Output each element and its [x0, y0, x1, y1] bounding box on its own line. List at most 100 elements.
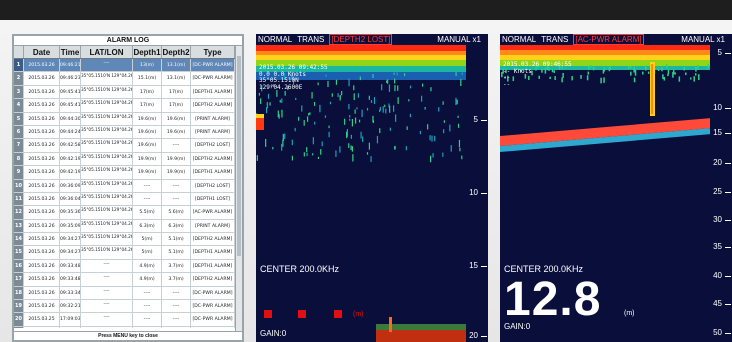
noise-speck — [261, 85, 263, 92]
noise-speck — [684, 72, 687, 76]
table-row[interactable]: 10 2015.03.26 09:36:09 35°05.1510'N 129°04.… — [14, 179, 242, 193]
noise-speck — [317, 82, 319, 86]
table-row[interactable]: 18 2015.03.26 09:33:34 ---- ---- ---- [DC-PWR … — [14, 286, 242, 301]
row-number: 15 — [14, 246, 24, 259]
noise-speck — [368, 95, 370, 100]
noise-speck — [386, 80, 388, 83]
cell-date: 2015.03.26 — [24, 273, 60, 286]
noise-speck — [362, 136, 364, 142]
table-row[interactable]: 15 2015.03.26 09:34:27 35°05.1510'N 129°04.… — [14, 246, 242, 260]
cell-type: [PRINT ALARM] — [191, 125, 235, 139]
noise-speck — [328, 131, 330, 138]
echogram-1 — [256, 45, 471, 342]
cell-date: 2015.03.26 — [24, 300, 60, 313]
scale-tick: 15 — [713, 128, 731, 137]
surface-echo — [256, 51, 468, 55]
alarm-log-title: ALARM LOG — [14, 36, 242, 46]
noise-speck — [349, 115, 351, 118]
table-row[interactable]: 6 2015.03.26 09:44:24 35°05.1510'N 129°04.2… — [14, 125, 242, 140]
noise-speck — [458, 139, 461, 148]
table-row[interactable]: 11 2015.03.26 09:36:04 35°05.1510'N 129°04.… — [14, 192, 242, 207]
noise-speck — [321, 141, 323, 147]
cell-type: [DEPTH1 ALARM] — [191, 246, 235, 259]
row-number: 5 — [14, 112, 24, 125]
noise-speck — [419, 130, 422, 135]
table-row[interactable]: 13 2015.03.26 09:35:09 35°05.1510'N 129°04.… — [14, 219, 242, 234]
noise-speck — [379, 128, 381, 134]
cell-latlon: ---- — [81, 300, 133, 313]
table-row[interactable]: 8 2015.03.26 09:42:19 35°05.1510'N 129°04.2… — [14, 152, 242, 167]
cell-time: 09:42:58 — [60, 139, 81, 152]
cell-depth2: 19.8(m) — [162, 326, 191, 328]
cell-depth2: 19.9(m) — [162, 166, 191, 179]
cell-latlon: 35°05.1510'N 129°04.2600'E — [81, 125, 133, 139]
cell-time: 09:44:24 — [60, 125, 81, 139]
noise-speck — [546, 66, 549, 71]
noise-speck — [312, 137, 314, 145]
noise-speck — [553, 70, 555, 73]
row-number: 17 — [14, 273, 24, 286]
alarm-log-scrollbar[interactable] — [235, 46, 242, 332]
table-row[interactable]: 5 2015.03.26 09:44:30 35°05.1510'N 129°04.2… — [14, 112, 242, 126]
alarm-log-rows: 1 2015.03.26 09:46:21 ---- 13(m) 13.1(m) [DC-P… — [14, 59, 242, 328]
surface-echo — [256, 72, 468, 80]
noise-speck — [455, 97, 457, 106]
table-row[interactable]: 4 2015.03.26 09:45:41 35°05.1510'N 129°04.2… — [14, 99, 242, 113]
table-row[interactable]: 19 2015.03.26 09:32:21 ---- ---- ---- [DC-PWR … — [14, 300, 242, 314]
noise-speck — [256, 155, 258, 161]
noise-speck — [672, 72, 674, 78]
cell-type: [PRINT ALARM] — [191, 112, 235, 125]
table-row[interactable]: 17 2015.03.26 09:33:48 ---- 4.9(m) 3.7(m) [DEP… — [14, 273, 242, 287]
noise-speck — [260, 98, 262, 105]
noise-speck — [667, 69, 670, 75]
cell-time: 09:34:27 — [60, 246, 81, 259]
noise-speck — [368, 142, 370, 150]
surface-echo — [500, 45, 712, 50]
sounder-screen-1[interactable]: NORMAL TRANS [DEPTH2 LOST] MANUAL x1 201… — [256, 34, 488, 342]
table-row[interactable]: 12 2015.03.26 09:35:36 35°05.1510'N 129°04.… — [14, 206, 242, 220]
noise-speck — [450, 145, 452, 152]
sounder-screen-2[interactable]: NORMAL TRANS [AC-PWR ALARM] MANUAL x1 20… — [500, 34, 732, 342]
noise-speck — [608, 66, 611, 72]
noise-speck — [370, 156, 372, 162]
noise-speck — [698, 74, 700, 80]
scale-tick: 10 — [469, 188, 487, 197]
noise-speck — [571, 76, 573, 81]
noise-speck — [329, 101, 332, 105]
noise-speck — [351, 119, 354, 127]
table-row[interactable]: 9 2015.03.26 09:42:19 35°05.1510'N 129°04.2… — [14, 166, 242, 180]
table-row[interactable]: 2 2015.03.26 09:46:23 35°05.1510'N 129°04.2… — [14, 72, 242, 86]
cell-depth2: 19.6(m) — [162, 125, 191, 139]
scale-tick: 20 — [713, 158, 731, 167]
depth-marker — [256, 114, 264, 118]
table-row[interactable]: 16 2015.03.26 09:33:48 ---- 4.9(m) 3.7(m) [DEP… — [14, 259, 242, 274]
noise-speck — [531, 70, 533, 76]
row-number: 3 — [14, 85, 24, 99]
noise-speck — [319, 104, 321, 113]
noise-speck — [341, 90, 343, 96]
table-row[interactable]: 3 2015.03.26 09:45:41 35°05.1510'N 129°04.2… — [14, 85, 242, 100]
noise-speck — [633, 77, 636, 83]
table-row[interactable]: 20 2015.03.25 17:09:03 ---- ---- ---- [DC-PWR … — [14, 313, 242, 327]
cell-date: 2015.03.26 — [24, 286, 60, 300]
row-number: 14 — [14, 233, 24, 246]
info-line: 2015.03.26 09:46:55 — [503, 61, 572, 68]
table-row[interactable]: 1 2015.03.26 09:46:21 ---- 13(m) 13.1(m) [DC-P… — [14, 59, 242, 73]
cell-latlon: 35°05.1510'N 129°04.2610'E — [81, 246, 133, 259]
noise-speck — [633, 66, 635, 73]
cell-depth2: 5.1(m) — [162, 233, 191, 246]
noise-speck — [459, 147, 461, 152]
scrollbar-thumb[interactable] — [237, 56, 241, 256]
noise-speck — [314, 121, 316, 125]
table-row[interactable]: 7 2015.03.26 09:42:58 35°05.1510'N 129°04.2… — [14, 139, 242, 153]
noise-speck — [353, 93, 355, 101]
cell-type: [DEPTH1 LOST] — [191, 192, 235, 206]
noise-speck — [317, 156, 320, 159]
depth-digit-placeholder — [298, 310, 306, 318]
noise-speck — [339, 146, 341, 153]
cell-date: 2015.03.26 — [24, 179, 60, 192]
surface-echo — [256, 60, 468, 66]
noise-speck — [287, 86, 289, 90]
table-row[interactable]: 14 2015.03.26 09:34:27 35°05.1510'N 129°04.… — [14, 233, 242, 247]
